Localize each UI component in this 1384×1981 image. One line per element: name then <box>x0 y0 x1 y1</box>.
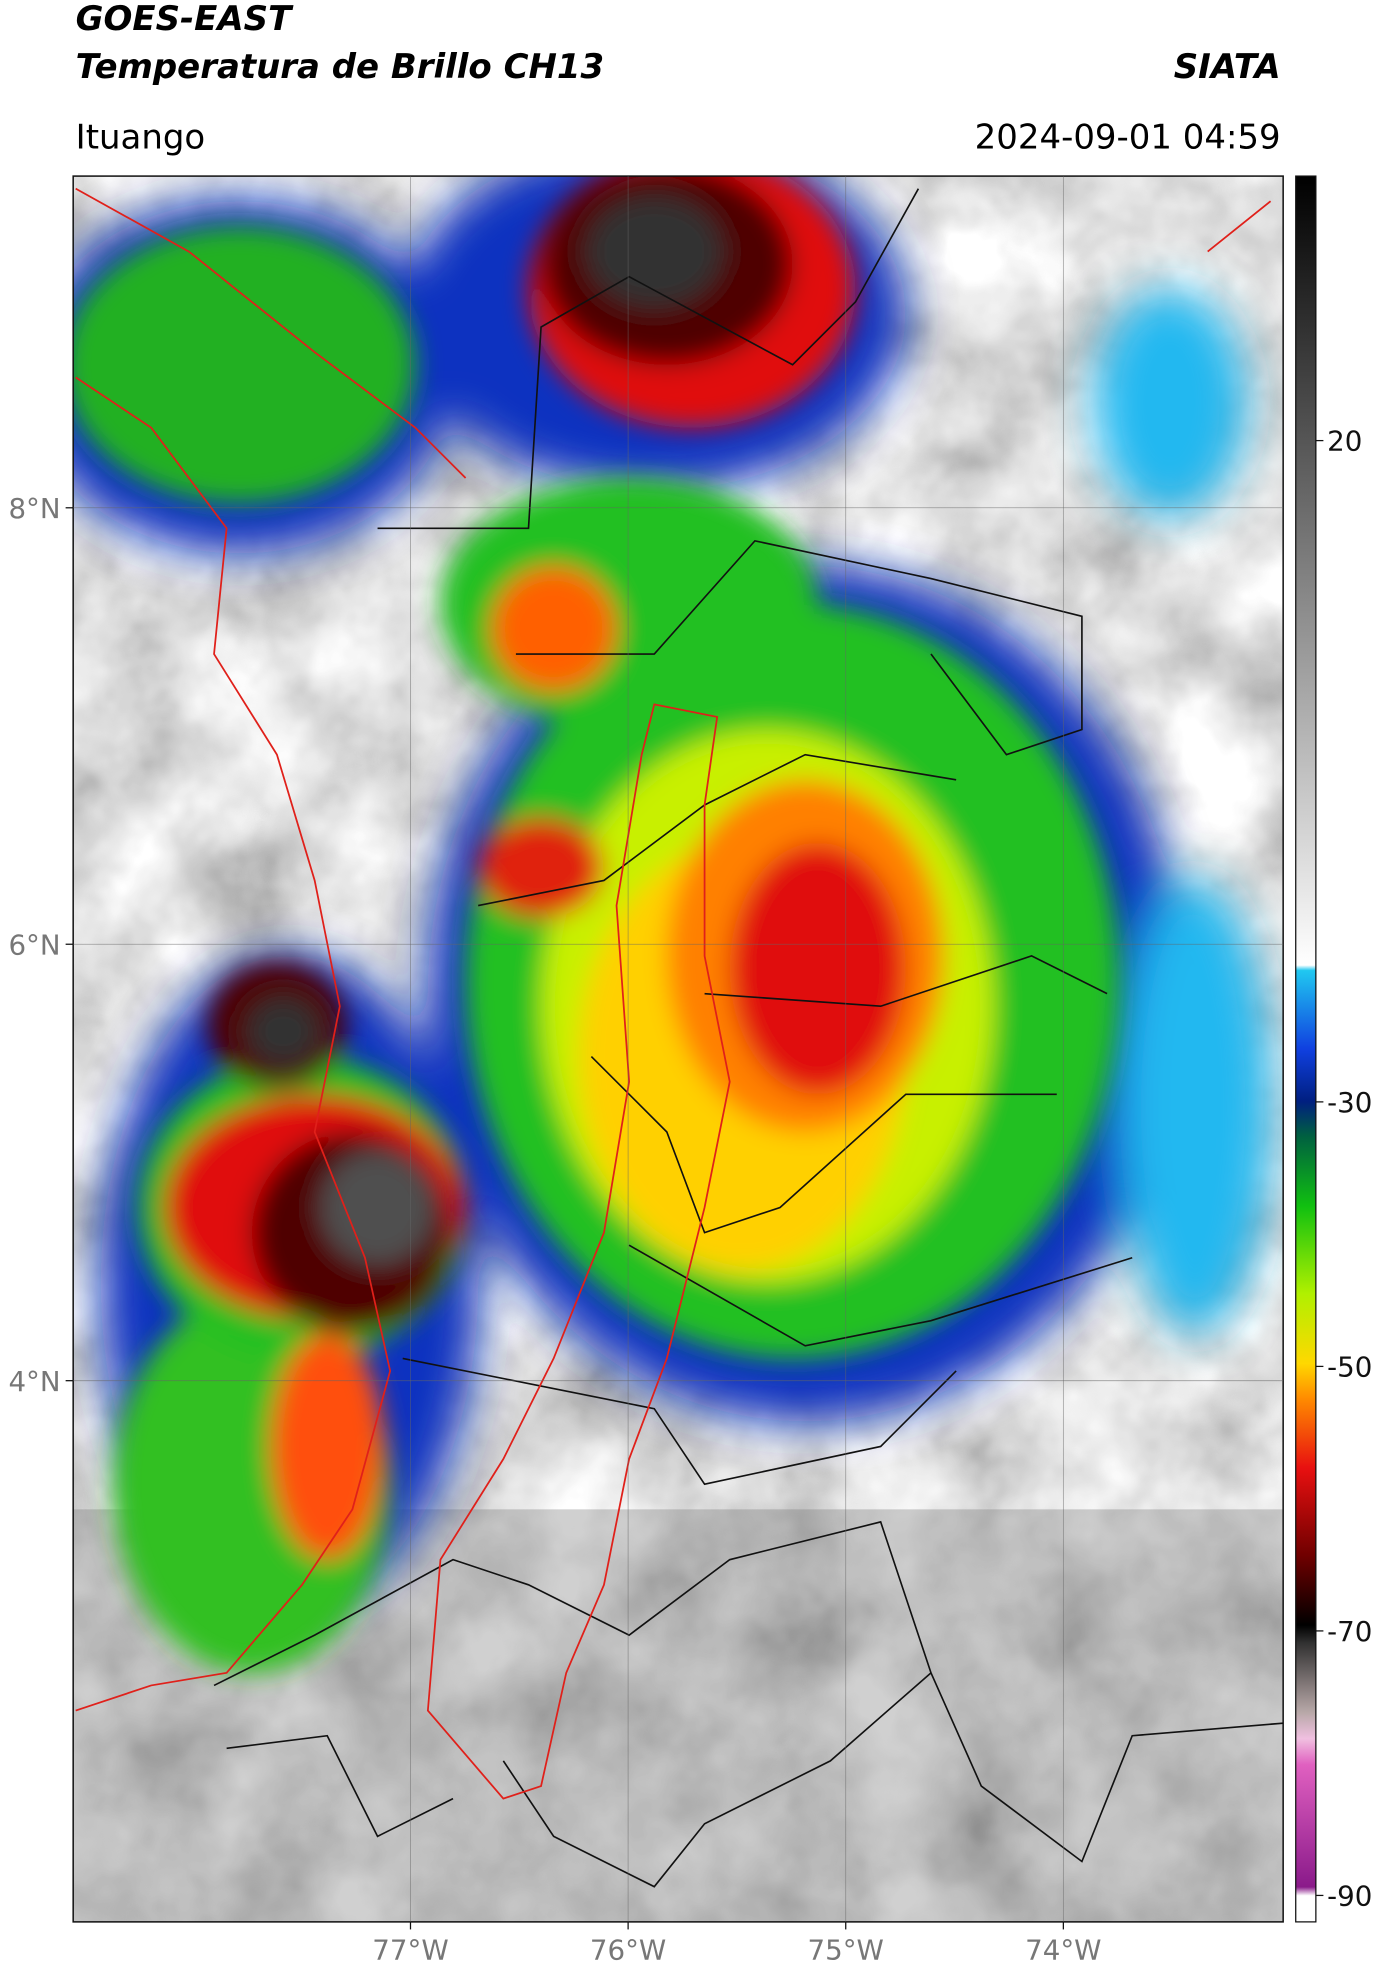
x-tick-label: 75°W <box>808 1934 884 1967</box>
y-tick-label: 6°N <box>8 928 60 961</box>
region: Ituango <box>76 117 206 157</box>
x-tick-label: 74°W <box>1025 1934 1101 1967</box>
x-tick-label: 77°W <box>372 1934 448 1967</box>
colorbar-tick-label: 20 <box>1327 425 1362 458</box>
colorbar <box>1295 175 1317 1923</box>
colorbar-tick-label: -30 <box>1327 1086 1372 1119</box>
title: GOES-EAST <box>76 0 294 39</box>
axes: 77°W 76°W 75°W 74°W 8°N 6°N 4°N 20 -30 -50 -70 -90 <box>8 176 1372 1967</box>
subtitle: Temperatura de Brillo CH13 <box>76 47 604 87</box>
y-tick-label: 8°N <box>8 492 60 525</box>
map-image <box>73 176 1284 1922</box>
colorbar-tick-label: -90 <box>1327 1879 1372 1912</box>
datetime: 2024-09-01 04:59 <box>975 117 1281 157</box>
colorbar-tick-label: -70 <box>1327 1615 1372 1648</box>
colorbar-tick-label: -50 <box>1327 1350 1372 1383</box>
y-tick-label: 4°N <box>8 1365 60 1398</box>
map-frame <box>72 175 1284 1923</box>
x-tick-label: 76°W <box>590 1934 666 1967</box>
brand: SIATA <box>1174 47 1281 87</box>
